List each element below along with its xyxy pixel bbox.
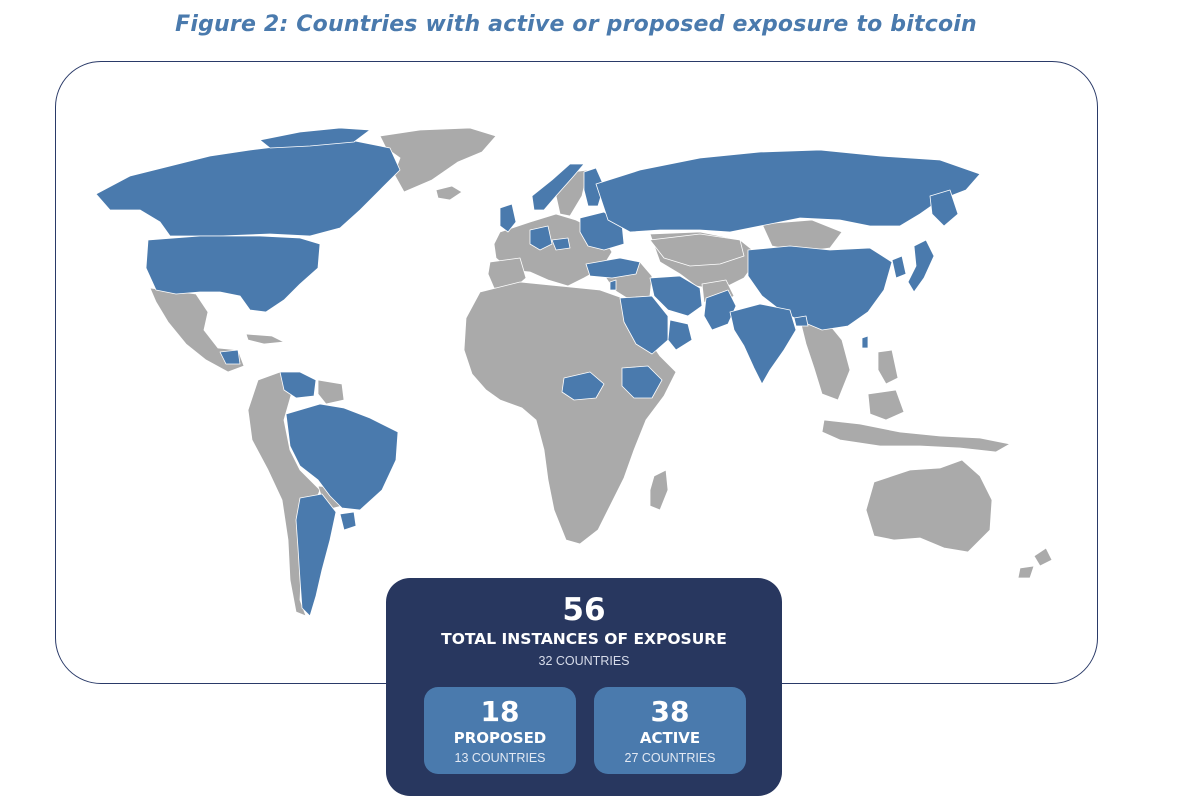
- region-bhutan: [793, 315, 809, 327]
- region-el-salvador: [219, 349, 241, 365]
- region-kazakhstan: [649, 233, 745, 267]
- total-label: TOTAL INSTANCES OF EXPOSURE: [441, 630, 727, 648]
- region-germany: [529, 225, 553, 251]
- region-philippines: [877, 349, 899, 385]
- stats-card: 56 TOTAL INSTANCES OF EXPOSURE 32 COUNTR…: [386, 578, 782, 796]
- region-russia-far-east: [929, 189, 959, 227]
- region-pakistan: [703, 289, 737, 331]
- region-central-african-republic: [561, 371, 605, 401]
- region-borneo: [867, 389, 905, 421]
- region-new-zealand-south: [1017, 565, 1035, 579]
- figure-title: Figure 2: Countries with active or propo…: [175, 12, 977, 37]
- active-countries: 27 COUNTRIES: [624, 751, 716, 765]
- total-value: 56: [562, 592, 606, 628]
- region-turkey: [585, 257, 641, 279]
- region-lebanon: [609, 279, 617, 291]
- region-united-kingdom: [499, 203, 517, 233]
- region-argentina: [295, 493, 337, 617]
- region-india: [729, 303, 797, 385]
- region-mexico: [149, 287, 245, 373]
- region-taiwan: [861, 335, 869, 349]
- region-australia: [865, 459, 993, 553]
- region-greenland: [379, 127, 497, 193]
- region-canada: [95, 139, 401, 237]
- region-brazil: [285, 403, 399, 511]
- region-ethiopia: [621, 365, 663, 399]
- region-new-zealand: [1033, 547, 1053, 567]
- region-venezuela: [279, 371, 317, 399]
- region-oman: [667, 319, 693, 351]
- region-czech-republic: [551, 237, 571, 251]
- active-stat: 38 ACTIVE 27 COUNTRIES: [594, 687, 746, 774]
- proposed-countries: 13 COUNTRIES: [454, 751, 546, 765]
- region-russia: [595, 149, 981, 233]
- region-united-states: [145, 235, 321, 313]
- region-japan: [907, 239, 935, 293]
- region-finland: [583, 167, 605, 207]
- active-label: ACTIVE: [639, 729, 701, 747]
- region-saudi-arabia: [619, 295, 669, 355]
- active-value: 38: [650, 695, 690, 728]
- region-norway: [531, 163, 585, 211]
- region-iceland: [435, 185, 463, 201]
- region-indonesia: [821, 419, 1011, 453]
- region-south-korea: [891, 255, 907, 279]
- total-countries: 32 COUNTRIES: [538, 654, 630, 668]
- region-mongolia: [761, 219, 843, 253]
- region-southeast-asia: [799, 317, 851, 401]
- proposed-stat: 18 PROPOSED 13 COUNTRIES: [424, 687, 576, 774]
- region-uruguay: [339, 511, 357, 531]
- region-madagascar: [649, 469, 669, 511]
- proposed-label: PROPOSED: [453, 729, 547, 747]
- region-iran: [649, 275, 703, 317]
- region-caribbean: [245, 333, 285, 345]
- proposed-value: 18: [480, 695, 520, 728]
- region-guianas: [317, 379, 345, 405]
- region-canada-arctic: [259, 127, 371, 149]
